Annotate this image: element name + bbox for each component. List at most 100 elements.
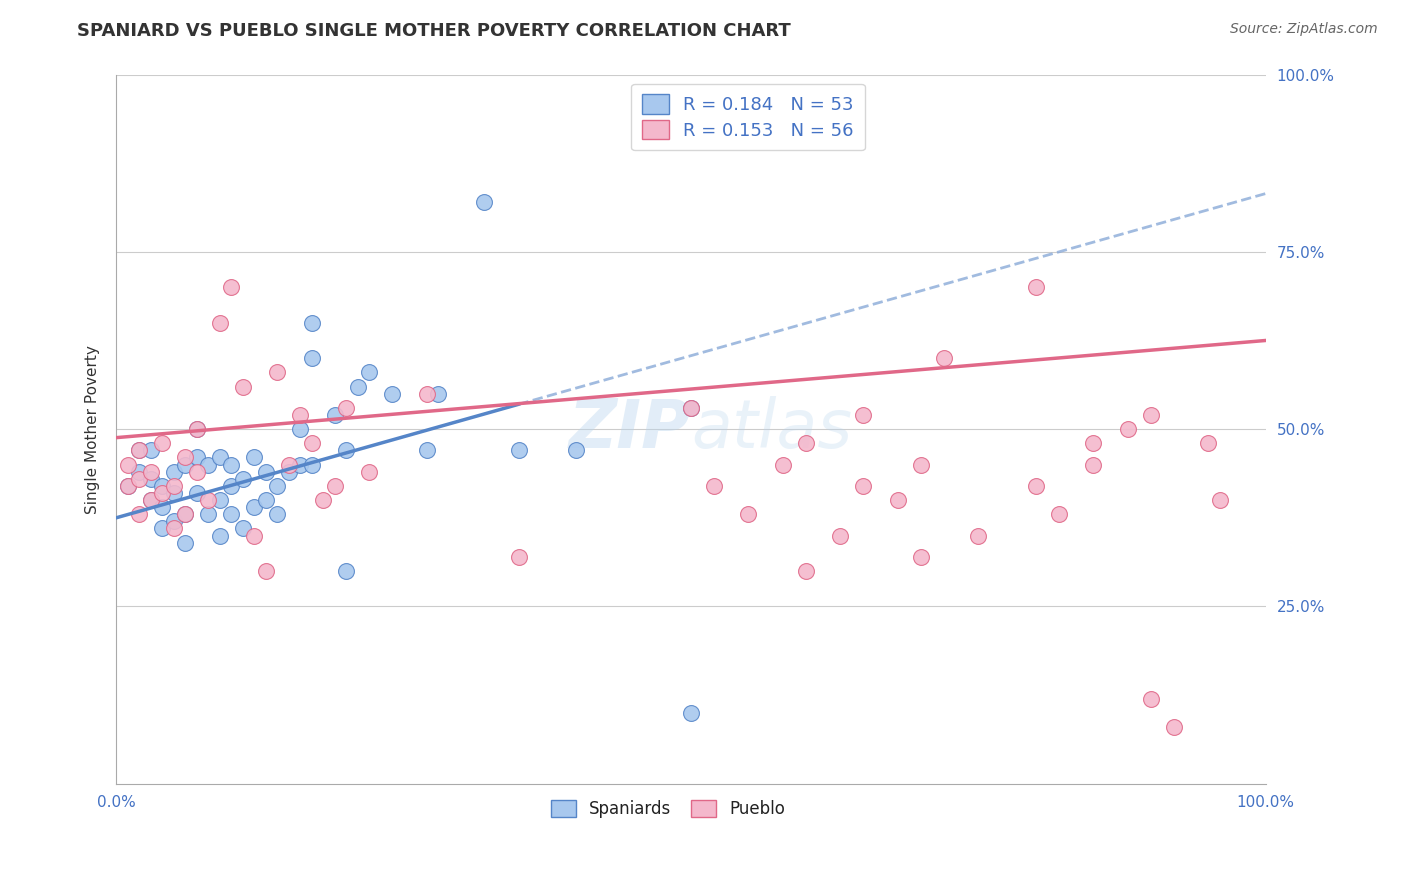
Point [139, 472, 162, 486]
Point [208, 528, 231, 542]
Point [186, 465, 208, 479]
Point [301, 458, 323, 472]
Point [852, 408, 875, 422]
Point [323, 479, 346, 493]
Point [139, 493, 162, 508]
Point [139, 493, 162, 508]
Point [335, 443, 357, 458]
Point [150, 521, 173, 535]
Point [208, 493, 231, 508]
Point [163, 514, 186, 528]
Point [163, 479, 186, 493]
Point [117, 479, 139, 493]
Y-axis label: Single Mother Poverty: Single Mother Poverty [86, 344, 100, 514]
Point [266, 507, 288, 521]
Point [254, 465, 277, 479]
Point [335, 564, 357, 578]
Point [887, 493, 910, 508]
Point [508, 443, 530, 458]
Point [472, 195, 495, 210]
Point [427, 386, 450, 401]
Point [197, 493, 219, 508]
Point [243, 500, 266, 515]
Point [219, 479, 242, 493]
Point [219, 507, 242, 521]
Point [359, 365, 381, 379]
Point [186, 486, 208, 500]
Point [288, 458, 311, 472]
Point [186, 422, 208, 436]
Point [1025, 479, 1047, 493]
Point [1083, 458, 1105, 472]
Point [174, 507, 197, 521]
Point [830, 528, 852, 542]
Point [1139, 691, 1161, 706]
Point [794, 564, 817, 578]
Point [219, 280, 242, 294]
Point [254, 564, 277, 578]
Point [346, 379, 368, 393]
Text: SPANIARD VS PUEBLO SINGLE MOTHER POVERTY CORRELATION CHART: SPANIARD VS PUEBLO SINGLE MOTHER POVERTY… [77, 22, 792, 40]
Point [254, 493, 277, 508]
Point [852, 479, 875, 493]
Point [174, 507, 197, 521]
Point [117, 458, 139, 472]
Point [301, 351, 323, 366]
Text: Source: ZipAtlas.com: Source: ZipAtlas.com [1230, 22, 1378, 37]
Point [772, 458, 794, 472]
Point [277, 458, 299, 472]
Point [323, 408, 346, 422]
Point [208, 316, 231, 330]
Point [1047, 507, 1070, 521]
Point [679, 401, 702, 415]
Point [232, 472, 254, 486]
Point [197, 507, 219, 521]
Point [703, 479, 725, 493]
Point [301, 316, 323, 330]
Point [163, 465, 186, 479]
Point [312, 493, 335, 508]
Point [1139, 408, 1161, 422]
Point [679, 401, 702, 415]
Point [186, 450, 208, 465]
Point [335, 401, 357, 415]
Point [359, 465, 381, 479]
Point [1025, 280, 1047, 294]
Point [128, 465, 150, 479]
Point [415, 386, 437, 401]
Point [679, 706, 702, 720]
Point [910, 549, 932, 564]
Point [150, 486, 173, 500]
Text: atlas: atlas [690, 396, 852, 462]
Point [174, 450, 197, 465]
Point [1197, 436, 1219, 450]
Point [288, 422, 311, 436]
Point [117, 479, 139, 493]
Point [128, 472, 150, 486]
Point [277, 465, 299, 479]
Point [163, 521, 186, 535]
Point [565, 443, 588, 458]
Point [508, 549, 530, 564]
Point [163, 486, 186, 500]
Point [243, 528, 266, 542]
Legend: Spaniards, Pueblo: Spaniards, Pueblo [544, 794, 792, 825]
Point [1083, 436, 1105, 450]
Point [150, 436, 173, 450]
Point [174, 458, 197, 472]
Point [910, 458, 932, 472]
Point [139, 465, 162, 479]
Point [1116, 422, 1139, 436]
Point [128, 443, 150, 458]
Point [737, 507, 759, 521]
Point [301, 436, 323, 450]
Point [232, 379, 254, 393]
Point [967, 528, 990, 542]
Point [266, 365, 288, 379]
Point [150, 500, 173, 515]
Point [288, 408, 311, 422]
Point [208, 450, 231, 465]
Point [232, 521, 254, 535]
Point [174, 535, 197, 549]
Point [243, 450, 266, 465]
